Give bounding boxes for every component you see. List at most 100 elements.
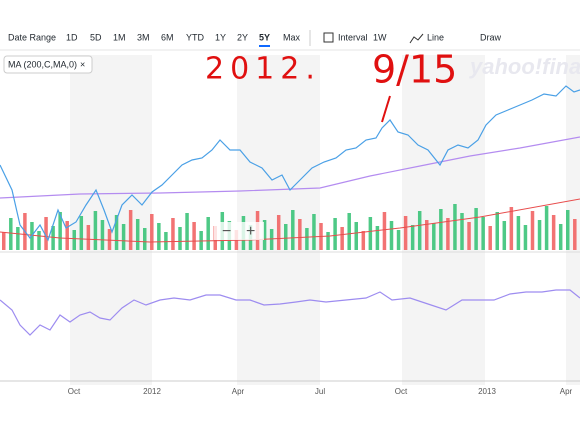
volume-bar [537,220,542,250]
volume-bar [37,231,41,250]
x-label: 2013 [478,387,496,396]
volume-bar [135,219,140,250]
oscillator [0,289,580,336]
annotation: 2012. [205,52,321,87]
volume-bar [44,217,48,250]
volume-bar [171,218,175,250]
volume-bar [326,232,330,250]
volume-bar [291,210,295,250]
range-button[interactable]: 5Y [259,32,270,42]
volume-bar [2,232,6,250]
line-type[interactable]: Line [427,32,444,42]
volume-bar [121,224,126,250]
volume-bar [333,218,337,250]
x-label: Apr [232,387,245,396]
indicator-close[interactable]: × [80,59,85,69]
volume-bar [558,224,563,250]
volume-bar [530,211,535,250]
volume-bar [305,228,309,250]
volume-bar [51,226,55,250]
volume-bar [382,212,387,250]
volume-bar [347,213,351,250]
volume-bar [481,217,485,250]
draw[interactable]: Draw [480,32,502,42]
zoom-bg [214,222,264,240]
volume-bar [58,212,62,250]
volume-bar [143,228,147,250]
volume-bar [86,225,91,250]
volume-bar [284,224,288,250]
range-button[interactable]: 2Y [237,32,248,42]
volume-bar [178,227,182,250]
ma-line [0,136,580,199]
volume-bar [389,221,394,250]
date-range[interactable]: Date Range [8,32,56,42]
volume-bar [544,206,549,250]
indicator-chip[interactable] [3,55,93,74]
volume-bar [417,211,422,250]
volume-bar [192,222,196,250]
volume-bar [298,219,302,250]
interval[interactable]: Interval [338,32,368,42]
volume-bar [396,230,401,250]
volume-bar [269,229,274,250]
x-label: Jul [315,387,325,396]
volume-bar [354,222,358,250]
interval-value[interactable]: 1W [373,32,387,42]
bands [70,55,580,385]
volume-bar [516,216,521,250]
volume-bar [502,221,507,250]
indicator-label: MA (200,C,MA,0) [8,59,77,69]
volume-bar [79,216,84,250]
volume-bar [16,227,20,250]
volume-bar [72,230,76,250]
volume-bar [107,229,112,250]
volume-bar [432,223,436,250]
x-label: Apr [560,387,573,396]
range-button[interactable]: YTD [186,32,205,42]
volume-bar [93,211,98,250]
range-button[interactable]: 1D [66,32,78,42]
volume-bar [425,220,429,250]
volume-bar [262,220,267,250]
interval-icon [323,32,334,43]
volume-bar [100,220,105,250]
volume-bar [157,223,161,250]
range-button[interactable]: 6M [161,32,174,42]
volume-bar [474,208,478,250]
volume-bar [185,213,189,250]
annotation: 9/15 [372,48,457,92]
volume-bar [453,204,457,250]
volume-bar [164,232,168,250]
volume-bar [312,214,316,250]
volume-bar [495,212,499,250]
volume-bar [206,217,210,250]
volume-bar [410,225,415,250]
range-button[interactable]: 5D [90,32,102,42]
zoom-out[interactable]: − [222,223,231,240]
x-label: Oct [395,387,408,396]
volume-bar [150,214,154,250]
range-button[interactable]: 3M [137,32,150,42]
volume-bar [573,219,577,250]
range-button[interactable]: Max [283,32,301,42]
x-label: Oct [68,387,81,396]
volume-bar [340,227,344,250]
volume-bar [566,210,570,250]
volume-bar [467,222,471,250]
volume-ma [0,198,580,243]
volume-bar [361,231,366,250]
volume-bar [114,215,119,250]
volume-bar [523,225,528,250]
volume-bar [460,213,464,250]
zoom-in[interactable]: + [246,223,255,240]
range-button[interactable]: 1M [113,32,126,42]
volume-bar [488,226,492,250]
volume-bar [439,209,443,250]
volume-bar [128,210,133,250]
active-underline [259,45,270,47]
range-button[interactable]: 1Y [215,32,226,42]
price-line [0,85,580,242]
